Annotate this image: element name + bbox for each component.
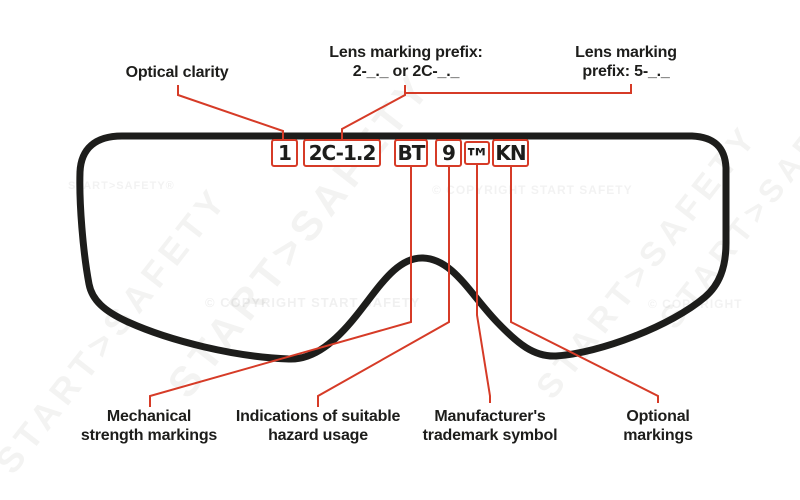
label-line: Lens marking [575,44,677,61]
trademark-symbol: ™ [464,144,490,174]
marking-box-optical-class: 1 [271,139,298,167]
label-line: Lens marking prefix: [329,44,483,61]
label-line: trademark symbol [422,426,558,444]
label-line: Indications of suitable [235,408,401,425]
marking-box-lens-prefix: 2C-1.2 [303,139,381,167]
leader-line-optional-markings [510,167,659,403]
label-hazard-usage: Indications of suitable hazard usage [235,408,401,445]
label-line: Mechanical [106,408,192,425]
label-line: markings [623,426,693,444]
label-line: hazard usage [268,426,368,444]
label-optional-markings: Optional markings [623,408,693,445]
marking-code: 9 [442,141,456,165]
label-mechanical-strength: Mechanical strength markings [81,408,217,445]
marking-box-hazard-usage: 9 [435,139,462,167]
marking-code: 1 [278,141,292,165]
label-line: Optional [626,408,690,425]
marking-code: BT [397,141,426,165]
label-line: 2-_._ or 2C-_._ [352,62,460,80]
leader-line-lens-prefix [341,84,632,146]
label-lens-prefix-5: Lens marking prefix: 5-_._ [575,44,677,81]
leader-line-optical-clarity [177,85,284,146]
marking-box-mechanical-strength: BT [394,139,428,167]
label-optical-clarity: Optical clarity [126,64,229,83]
lens-outline [76,132,730,363]
leader-line-mechanical-strength [149,167,412,407]
marking-code: 2C-1.2 [308,141,377,165]
label-line: prefix: 5-_._ [582,62,670,80]
marking-box-trademark: ™ [464,141,490,174]
marking-box-optional: KN [492,139,529,167]
label-manufacturer-trademark: Manufacturer's trademark symbol [423,408,558,445]
label-line: Manufacturer's [434,408,546,425]
marking-code: KN [495,141,526,165]
label-lens-prefix-2: Lens marking prefix: 2-_._ or 2C-_._ [329,44,483,81]
leader-line-trademark [476,165,491,403]
label-line: strength markings [80,426,218,444]
leader-line-hazard-usage [317,167,450,407]
label-line: Optical clarity [125,64,229,81]
